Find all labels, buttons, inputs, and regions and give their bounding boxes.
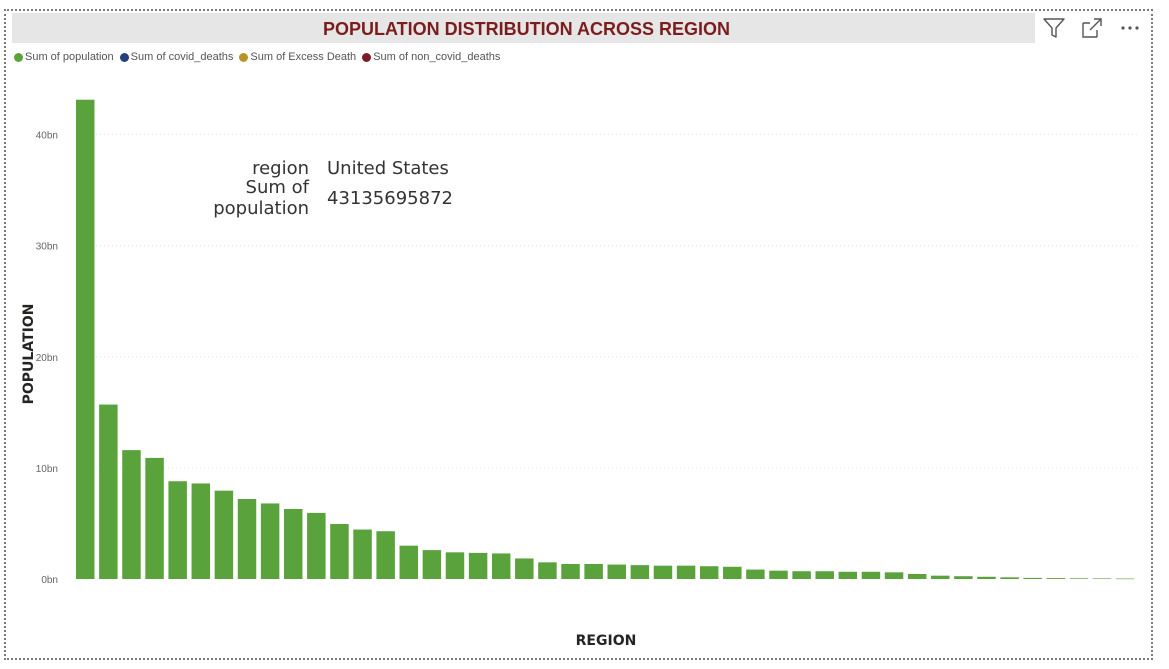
legend: Sum of population Sum of covid_deaths Su… [14, 51, 500, 63]
filter-button[interactable] [1035, 13, 1073, 43]
tooltip-key: region [252, 157, 309, 179]
legend-label: Sum of covid_deaths [130, 51, 234, 63]
bar[interactable] [907, 574, 927, 579]
legend-item-non-covid-deaths[interactable]: Sum of non_covid_deaths [362, 51, 500, 63]
legend-label: Sum of non_covid_deaths [373, 51, 501, 63]
bar[interactable] [1023, 577, 1042, 579]
y-axis-title: POPULATION [21, 303, 37, 405]
bar[interactable] [168, 481, 187, 579]
bar[interactable] [630, 565, 650, 579]
legend-item-covid-deaths[interactable]: Sum of covid_deaths [119, 51, 234, 63]
legend-item-population[interactable]: Sum of population [14, 51, 114, 63]
bar[interactable] [1092, 578, 1112, 580]
bar[interactable] [445, 552, 465, 579]
bar[interactable] [584, 564, 603, 579]
tooltip-value: United States [327, 157, 449, 179]
bar[interactable] [353, 529, 372, 579]
bar[interactable] [307, 512, 326, 579]
bar[interactable] [769, 570, 788, 579]
filter-icon [1043, 18, 1065, 38]
bar[interactable] [122, 450, 141, 579]
bar[interactable] [468, 552, 488, 579]
bar[interactable] [699, 566, 719, 579]
bar[interactable] [1046, 578, 1066, 579]
more-options-button[interactable] [1111, 13, 1149, 43]
bar[interactable] [954, 576, 973, 579]
tooltip-value: 43135695872 [327, 187, 453, 209]
tooltip-row: Sum of population 43135695872 [146, 177, 453, 219]
bar[interactable] [515, 558, 534, 579]
y-tick-label: 30bn [36, 242, 58, 253]
visual-header-tools [1035, 13, 1149, 43]
bar[interactable] [376, 531, 395, 579]
bar[interactable] [861, 571, 881, 579]
bar[interactable] [977, 576, 996, 579]
bar[interactable] [99, 404, 118, 579]
bar[interactable] [931, 575, 950, 579]
bar[interactable] [653, 565, 673, 579]
legend-dot [362, 52, 372, 62]
bar[interactable] [538, 562, 557, 579]
title-bar: POPULATION DISTRIBUTION ACROSS REGION [12, 13, 1041, 43]
y-tick-label: 20bn [36, 353, 58, 364]
legend-dot [239, 52, 249, 62]
bar[interactable] [561, 564, 580, 579]
bar[interactable] [746, 569, 765, 579]
bar[interactable] [838, 571, 858, 579]
bar[interactable] [330, 524, 349, 579]
bar[interactable] [76, 99, 95, 580]
focus-mode-icon [1082, 18, 1102, 38]
tooltip-row: region United States [146, 153, 453, 183]
bar[interactable] [676, 565, 696, 579]
bar[interactable] [145, 457, 164, 579]
bar[interactable] [283, 509, 303, 579]
bar[interactable] [491, 553, 511, 579]
chart-title: POPULATION DISTRIBUTION ACROSS REGION [322, 19, 730, 39]
y-tick-label: 0bn [41, 575, 58, 586]
tooltip: region United States Sum of population 4… [146, 153, 453, 220]
bar[interactable] [815, 571, 834, 579]
y-tick-label: 40bn [36, 131, 58, 142]
bar[interactable] [1069, 578, 1089, 579]
legend-dot [119, 52, 129, 62]
bar[interactable] [237, 499, 257, 579]
y-tick-label: 10bn [36, 464, 58, 475]
legend-dot [14, 52, 23, 62]
bar[interactable] [607, 564, 626, 579]
more-options-icon [1121, 26, 1139, 30]
bar[interactable] [399, 545, 419, 579]
bar[interactable] [260, 503, 280, 579]
legend-item-excess-death[interactable]: Sum of Excess Death [239, 51, 356, 63]
bar[interactable] [191, 483, 211, 579]
tooltip-key: Sum of population [213, 177, 309, 219]
focus-mode-button[interactable] [1073, 13, 1111, 43]
bar[interactable] [1000, 577, 1019, 579]
bar[interactable] [214, 490, 234, 579]
legend-label: Sum of population [25, 51, 114, 63]
bar[interactable] [723, 566, 742, 579]
bar-plot: 0bn 10bn 20bn 30bn 40bn [36, 99, 1139, 586]
bar[interactable] [884, 572, 904, 579]
bar[interactable] [422, 550, 442, 579]
legend-label: Sum of Excess Death [250, 51, 357, 63]
bar[interactable] [792, 571, 811, 579]
bar[interactable] [1115, 578, 1135, 580]
chart-visual: POPULATION DISTRIBUTION ACROSS REGION [4, 9, 1153, 660]
x-axis-title: REGION [575, 633, 637, 649]
